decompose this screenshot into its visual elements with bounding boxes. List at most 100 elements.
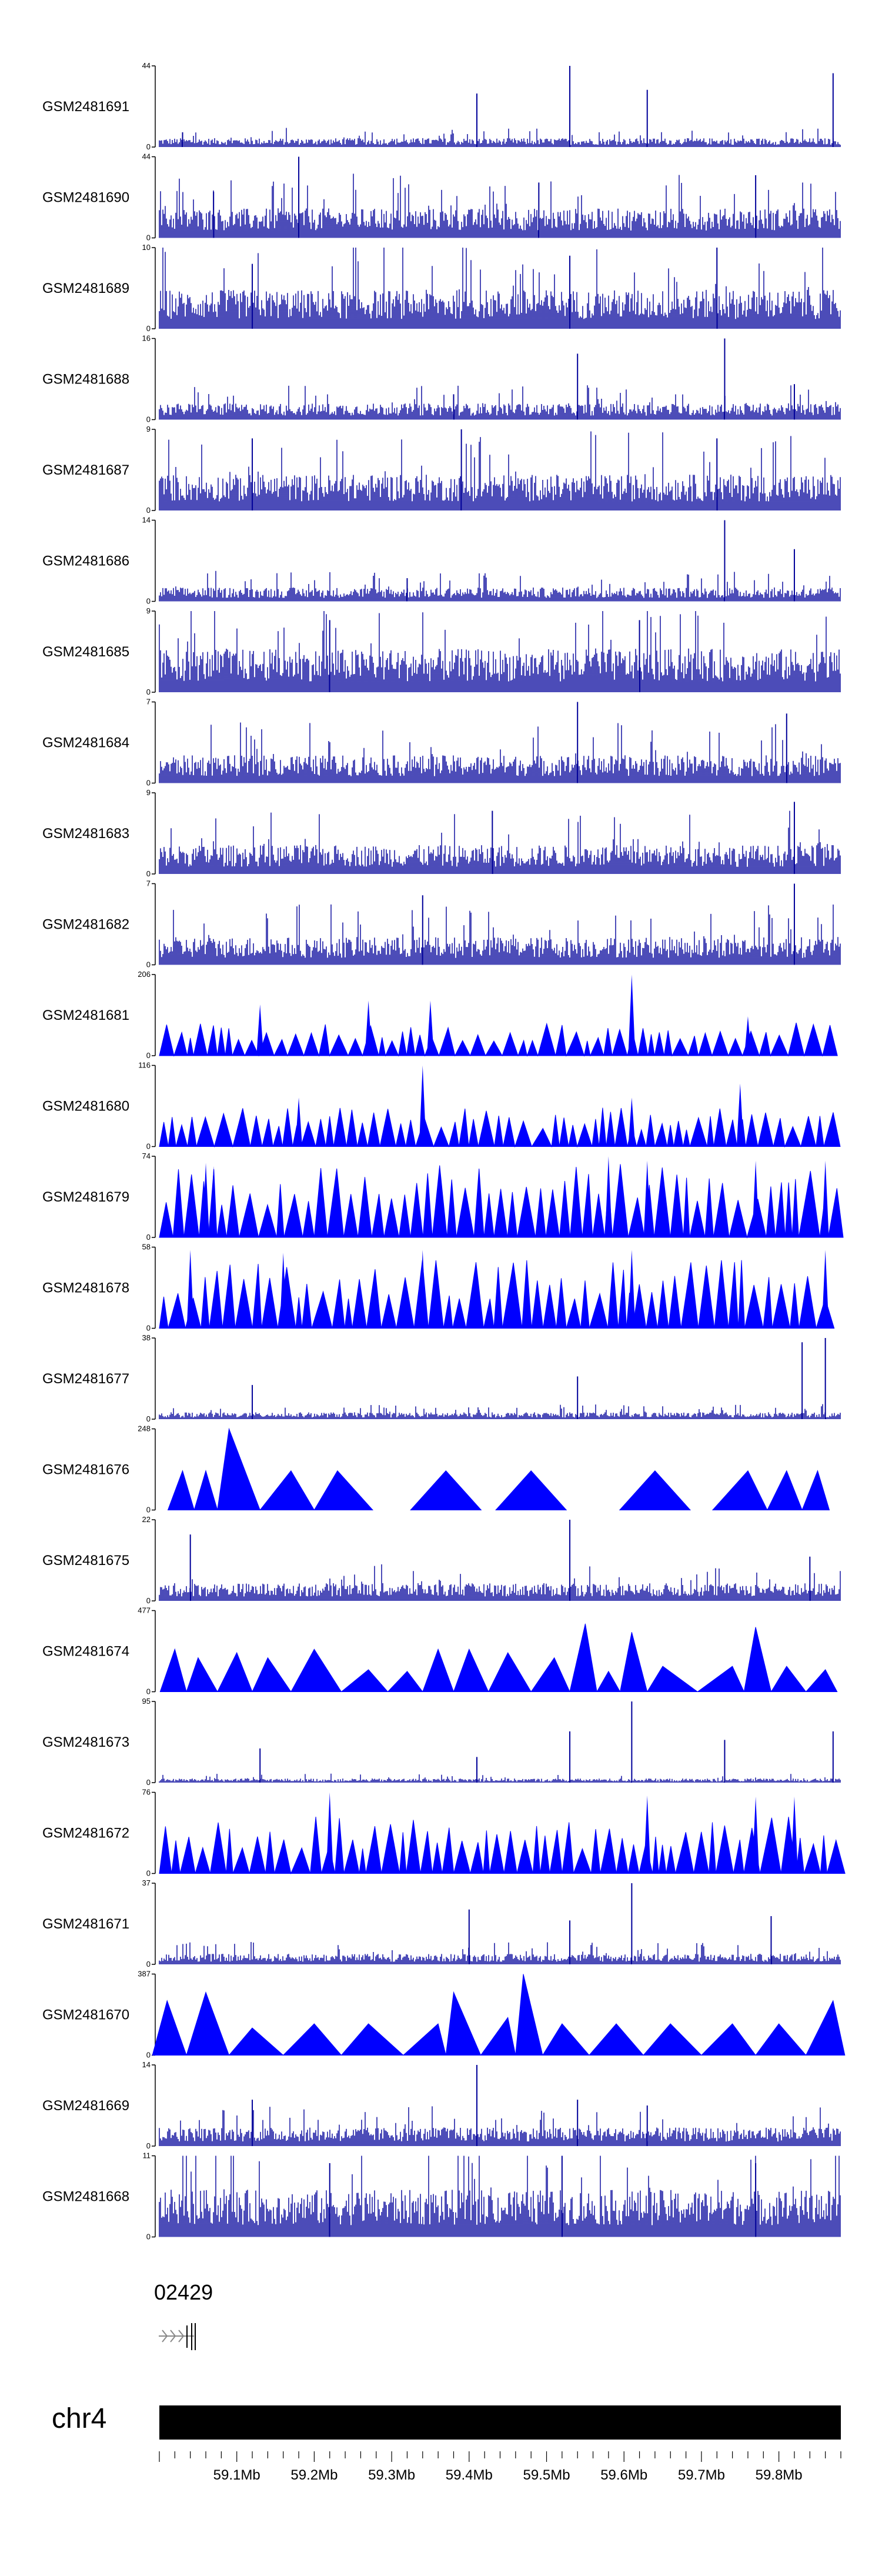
- track-label: GSM2481686: [42, 553, 129, 569]
- coverage-signal: [167, 1427, 830, 1510]
- coverage-signal: [159, 431, 841, 510]
- track-label: GSM2481676: [42, 1462, 129, 1478]
- y-max-label: 7: [146, 879, 151, 888]
- track-GSM2481684: GSM2481684 7 0: [42, 698, 841, 788]
- coverage-signal: [159, 385, 841, 420]
- chromosome-label: chr4: [52, 2403, 106, 2434]
- y-max-label: 14: [142, 2060, 151, 2069]
- y-min-label: 0: [146, 1142, 151, 1151]
- track-GSM2481670: GSM2481670 387 0: [42, 1970, 846, 2060]
- axis-label: 59.4Mb: [446, 2467, 493, 2483]
- signal-peak: [628, 975, 636, 1056]
- y-min-label: 0: [146, 2051, 151, 2060]
- coverage-signal: [159, 722, 841, 783]
- track-label: GSM2481681: [42, 1007, 129, 1023]
- y-max-label: 14: [142, 516, 151, 525]
- coverage-signal: [159, 1942, 841, 1964]
- y-max-label: 387: [138, 1970, 151, 1978]
- y-min-label: 0: [146, 1324, 151, 1333]
- signal-peak: [790, 1796, 798, 1874]
- axis-label: 59.3Mb: [368, 2467, 415, 2483]
- axis-label: 59.6Mb: [600, 2467, 647, 2483]
- chromosome-ideogram: [159, 2405, 841, 2440]
- y-max-label: 9: [146, 425, 151, 433]
- signal-peak: [821, 1160, 829, 1237]
- y-min-label: 0: [146, 1778, 151, 1787]
- signal-peak: [752, 1160, 760, 1237]
- y-max-label: 16: [142, 334, 151, 343]
- signal-peak: [326, 1792, 333, 1874]
- y-min-label: 0: [146, 1414, 151, 1423]
- track-GSM2481690: GSM2481690 44 0: [42, 152, 841, 242]
- track-label: GSM2481689: [42, 281, 129, 296]
- track-label: GSM2481674: [42, 1644, 129, 1660]
- track-GSM2481678: GSM2481678 58 0: [42, 1243, 835, 1333]
- track-label: GSM2481682: [42, 917, 129, 933]
- y-max-label: 22: [142, 1515, 151, 1524]
- y-max-label: 44: [142, 61, 151, 70]
- track-label: GSM2481684: [42, 735, 129, 751]
- track-label: GSM2481687: [42, 462, 129, 478]
- signal-peak: [744, 1016, 751, 1056]
- y-min-label: 0: [146, 233, 151, 242]
- y-max-label: 11: [143, 2151, 151, 2160]
- track-label: GSM2481690: [42, 190, 129, 206]
- y-max-label: 116: [138, 1061, 151, 1070]
- y-max-label: 76: [142, 1788, 151, 1797]
- coverage-signal: [159, 611, 841, 692]
- track-label: GSM2481691: [42, 99, 129, 115]
- axis-label: 59.7Mb: [678, 2467, 725, 2483]
- coverage-signal: [159, 810, 841, 874]
- y-max-label: 9: [146, 606, 151, 615]
- track-GSM2481691: GSM2481691 44 0: [42, 61, 841, 151]
- coverage-signal: [159, 173, 841, 238]
- y-max-label: 9: [146, 788, 151, 797]
- y-min-label: 0: [146, 688, 151, 696]
- y-min-label: 0: [146, 1596, 151, 1605]
- axis-label: 59.5Mb: [523, 2467, 570, 2483]
- signal-peak: [628, 1097, 636, 1147]
- track-GSM2481671: GSM2481671 37 0: [42, 1878, 841, 1968]
- y-min-label: 0: [146, 869, 151, 878]
- gene-strand-icon: [159, 2323, 196, 2350]
- track-GSM2481674: GSM2481674 477 0: [42, 1606, 838, 1696]
- signal-peak: [752, 1796, 760, 1874]
- y-max-label: 10: [142, 243, 151, 252]
- y-min-label: 0: [146, 1051, 151, 1060]
- track-GSM2481688: GSM2481688 16 0: [42, 334, 841, 424]
- track-GSM2481679: GSM2481679 74 0: [42, 1152, 844, 1242]
- track-GSM2481673: GSM2481673 95 0: [42, 1697, 841, 1787]
- coverage-signal: [159, 248, 841, 329]
- track-label: GSM2481675: [42, 1553, 129, 1569]
- track-GSM2481677: GSM2481677 38 0: [42, 1333, 841, 1423]
- coverage-signal: [159, 1107, 841, 1148]
- track-GSM2481669: GSM2481669 14 0: [42, 2060, 841, 2150]
- signal-peak: [628, 1250, 636, 1329]
- signal-peak: [295, 1097, 303, 1147]
- track-label: GSM2481673: [42, 1734, 129, 1750]
- signal-peak: [426, 1000, 434, 1056]
- track-GSM2481681: GSM2481681 206 0: [42, 970, 838, 1060]
- track-label: GSM2481678: [42, 1280, 129, 1296]
- track-label: GSM2481688: [42, 372, 129, 388]
- y-max-label: 74: [142, 1152, 151, 1160]
- y-min-label: 0: [146, 1506, 151, 1514]
- signal-peak: [736, 1083, 744, 1147]
- signal-peak: [279, 1253, 287, 1329]
- axis-label: 59.1Mb: [213, 2467, 260, 2483]
- track-label: GSM2481670: [42, 2007, 129, 2023]
- track-GSM2481686: GSM2481686 14 0: [42, 516, 841, 606]
- track-GSM2481682: GSM2481682 7 0: [42, 879, 841, 969]
- y-max-label: 248: [138, 1424, 151, 1433]
- coverage-signal: [159, 2106, 841, 2146]
- track-GSM2481680: GSM2481680 116 0: [42, 1061, 841, 1151]
- signal-peak: [419, 1065, 426, 1147]
- signal-peak: [419, 1250, 426, 1329]
- chromosome-track: chr4 59.1Mb 59.2Mb 59.3Mb 59.4Mb 59.5Mb 59.6M…: [52, 2403, 841, 2483]
- signal-peak: [643, 1795, 651, 1874]
- axis-label: 59.8Mb: [756, 2467, 803, 2483]
- track-label: GSM2481685: [42, 644, 129, 660]
- y-min-label: 0: [146, 2233, 151, 2241]
- y-max-label: 37: [142, 1878, 151, 1887]
